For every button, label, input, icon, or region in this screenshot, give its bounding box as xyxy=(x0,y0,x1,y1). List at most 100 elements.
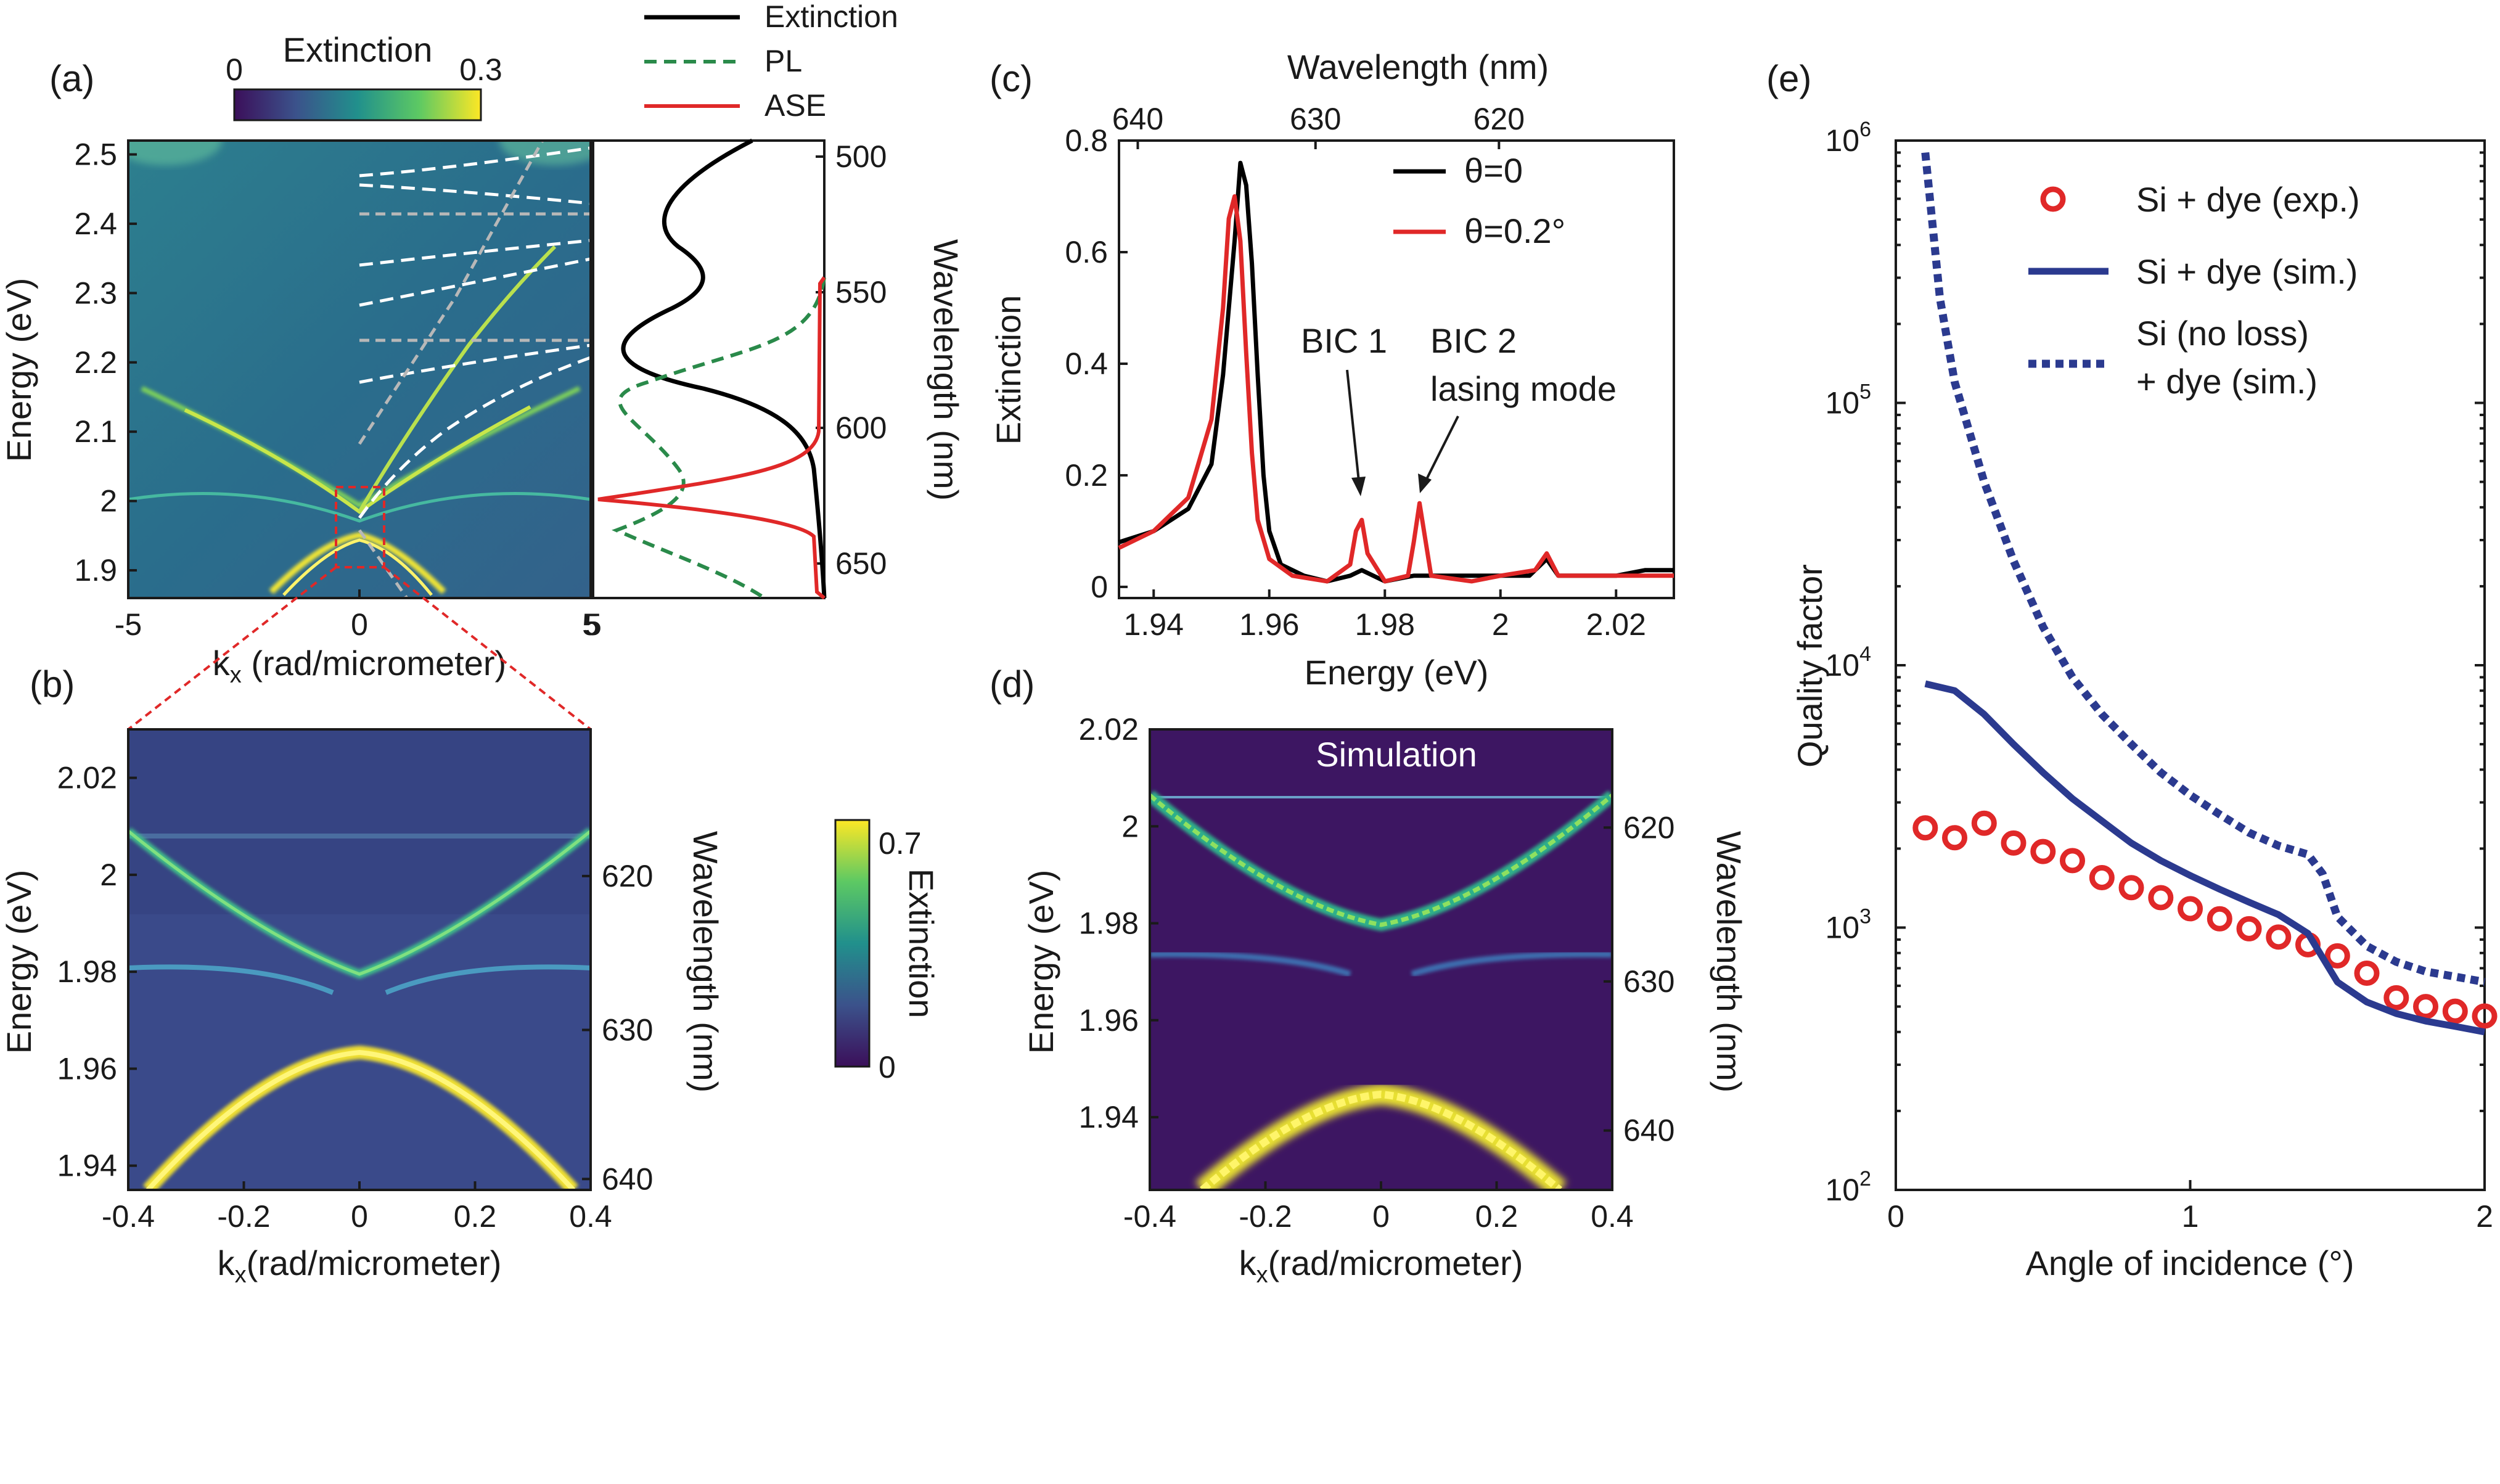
overlay-a-white-5 xyxy=(359,343,591,384)
legend-c-theta02-label: θ=0.2° xyxy=(1464,211,1565,250)
series-e-exp-point xyxy=(2383,985,2409,1011)
y-tick-d-3-label: 2 xyxy=(1121,809,1139,843)
colorbar-b-max: 0.7 xyxy=(879,826,922,861)
heatmap-d-upper-core xyxy=(1150,793,1612,927)
heatmap-a-band-lower-core xyxy=(282,538,433,596)
x-tick-c-3-label: 2 xyxy=(1492,607,1509,642)
panel-a: Extinction 0 0.3 xyxy=(0,0,965,731)
overlay-a-white-6 xyxy=(358,356,591,519)
x-tick-e-0-label: 0 xyxy=(1887,1199,1904,1234)
y-tick-e-0-exp: 2 xyxy=(1859,1167,1871,1191)
xlabel-b-k: k xyxy=(218,1244,236,1282)
xlabel-b: kx(rad/micrometer) xyxy=(218,1244,502,1288)
heatmap-d-mid-band xyxy=(1150,951,1612,977)
y-tick-e-4-label: 106 xyxy=(1825,118,1871,158)
y-tick-e-1-exp: 3 xyxy=(1859,905,1871,929)
colorbar-a-max: 0.3 xyxy=(459,52,502,87)
xlabel-e: Angle of incidence (°) xyxy=(2026,1244,2355,1282)
title-d: Simulation xyxy=(1316,735,1477,774)
arrow-bic1 xyxy=(1346,369,1361,488)
series-e-exp-point xyxy=(2148,885,2174,911)
y-tick-a-3-label: 2.2 xyxy=(74,345,117,380)
y-tick-a-5-label: 2.4 xyxy=(74,207,117,241)
series-c-1 xyxy=(1118,194,1674,584)
series-e-exp-point xyxy=(2060,848,2085,874)
panel-label-e: (e) xyxy=(1766,58,1811,99)
overlay-a-white-4 xyxy=(359,257,591,307)
y-tick-c-2-label: 0.4 xyxy=(1065,346,1108,381)
panel-label-c: (c) xyxy=(990,58,1033,99)
legend-a: Extinction PL ASE xyxy=(644,0,898,123)
y-tick-c-1-label: 0.2 xyxy=(1065,458,1108,493)
x-tick-b-3-label: 0.2 xyxy=(454,1199,497,1234)
colorbar-a-title: Extinction xyxy=(283,30,433,69)
y-tick-a-side-1-label: 550 xyxy=(835,275,887,310)
overlay-a-white-3 xyxy=(359,239,591,267)
y-tick-d-2-label: 1.98 xyxy=(1079,906,1139,941)
series-e-exp-point xyxy=(2207,906,2232,932)
series-a-ase xyxy=(597,276,826,600)
series-e-exp-point xyxy=(2118,875,2144,901)
arrow-bic2 xyxy=(1423,416,1459,485)
x-tick-a-1-label: 0 xyxy=(351,607,368,642)
y-tick-d-4-label: 2.02 xyxy=(1079,712,1139,747)
y-tick-c-0-label: 0 xyxy=(1091,570,1108,604)
overlay-a-white-1 xyxy=(359,146,591,178)
x-tick-b-1-label: -0.2 xyxy=(217,1199,270,1234)
x-tick-b-2-label: 0 xyxy=(351,1199,368,1234)
heatmap-a-glow-tl xyxy=(128,141,222,165)
x-tick-d-3-label: 0.2 xyxy=(1475,1199,1518,1234)
legend-e-exp-swatch xyxy=(2040,186,2066,212)
y-tick-b-right-0-label: 620 xyxy=(602,859,653,893)
series-e-exp-point xyxy=(2354,961,2380,986)
y-tick-e-3-base: 10 xyxy=(1825,386,1859,420)
colorbar-b-min: 0 xyxy=(879,1050,896,1084)
x-tick-d-1-label: -0.2 xyxy=(1239,1199,1292,1234)
heatmap-b-lower-core xyxy=(146,1049,575,1190)
series-e-exp-point xyxy=(1942,825,1967,851)
x-tick-c-top-2-label: 620 xyxy=(1473,102,1525,136)
x-tick-a-2-label: 5 xyxy=(582,607,599,642)
x-tick-d-2-label: 0 xyxy=(1372,1199,1390,1234)
heatmap-b-mid-band xyxy=(128,964,591,995)
x-tick-b-4-label: 0.4 xyxy=(569,1199,612,1234)
series-e-exp-point xyxy=(2001,830,2027,856)
y-tick-d-1-label: 1.96 xyxy=(1079,1003,1139,1038)
title-top-c: Wavelength (nm) xyxy=(1287,47,1549,86)
legend-a-pl-label: PL xyxy=(764,44,802,78)
y-tick-e-4-base: 10 xyxy=(1825,123,1859,158)
heatmap-a-glow-tr xyxy=(499,141,591,165)
xlabel-a-sub: x xyxy=(230,662,242,688)
xlabel-c: Energy (eV) xyxy=(1305,653,1489,692)
xlabel-d: kx(rad/micrometer) xyxy=(1239,1244,1523,1288)
y-tick-a-1-label: 2 xyxy=(100,484,117,519)
y-tick-a-side-3-label: 650 xyxy=(835,546,887,581)
y-tick-b-3-label: 2 xyxy=(100,858,117,892)
annotation-lasing: lasing mode xyxy=(1430,369,1617,408)
series-e-exp-point xyxy=(2413,994,2438,1020)
y-tick-e-3-label: 105 xyxy=(1825,380,1871,420)
x-tick-c-2-label: 1.98 xyxy=(1355,607,1415,642)
legend-c-theta0-label: θ=0 xyxy=(1464,151,1523,190)
xlabel-a-k: k xyxy=(213,644,231,683)
zoom-connector-left xyxy=(127,566,337,731)
xlabel-d-rest: (rad/micrometer) xyxy=(1268,1244,1523,1282)
y-tick-d-right-0-label: 620 xyxy=(1623,810,1674,845)
x-tick-c-top-0-label: 640 xyxy=(1112,102,1163,136)
legend-e-noloss-label-1: Si (no loss) xyxy=(2136,314,2309,353)
x-tick-c-1-label: 1.96 xyxy=(1239,607,1299,642)
y-tick-a-side-2-label: 600 xyxy=(835,411,887,445)
legend-e-noloss-label-2: + dye (sim.) xyxy=(2136,362,2318,401)
y-tick-b-right-2-label: 640 xyxy=(602,1162,653,1196)
x-tick-e-2-label: 2 xyxy=(2476,1199,2493,1234)
series-a-extinction xyxy=(621,138,827,599)
colorbar-b xyxy=(834,819,871,1068)
series-e-exp-point xyxy=(2324,943,2350,969)
axes-e xyxy=(1895,139,2486,1191)
xlabel-a: kx (rad/micrometer) xyxy=(213,644,506,688)
y-tick-e-0-label: 102 xyxy=(1825,1167,1871,1207)
ylabel-a-side: Wavelength (nm) xyxy=(927,239,965,501)
y-tick-a-2-label: 2.1 xyxy=(74,414,117,449)
y-tick-e-3-exp: 5 xyxy=(1859,380,1871,404)
